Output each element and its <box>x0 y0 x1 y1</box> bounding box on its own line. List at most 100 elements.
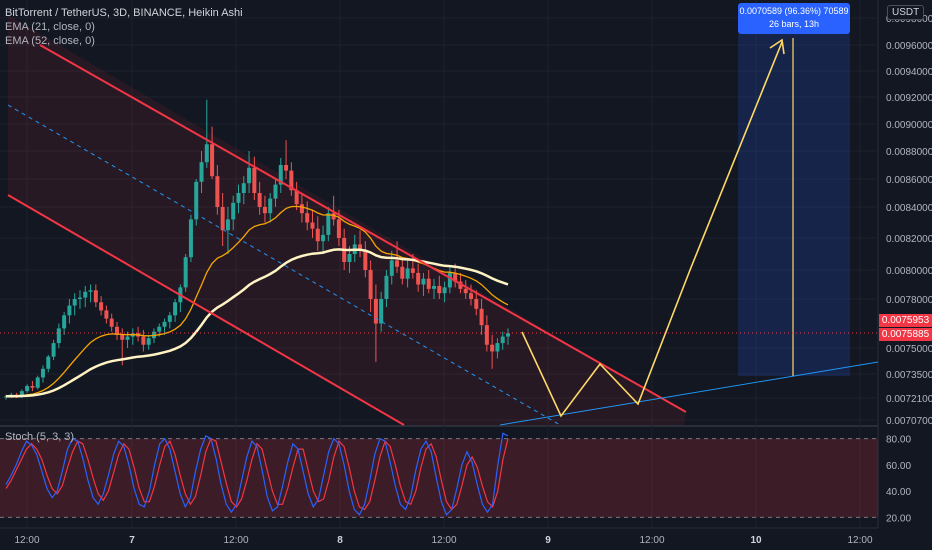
candle-body <box>62 315 67 329</box>
candle-body <box>458 281 463 289</box>
candle-body <box>215 176 220 207</box>
candle-body <box>30 386 35 388</box>
candle-body <box>410 268 415 273</box>
stoch-tick-label: 40.00 <box>886 487 911 498</box>
candle-body <box>368 270 373 299</box>
candle-body <box>469 293 474 299</box>
stoch-tick-label: 20.00 <box>886 513 911 524</box>
candle-body <box>426 278 431 289</box>
candle-body <box>500 336 505 344</box>
stoch-pane <box>0 432 878 518</box>
price-tick-label: 0.0084000 <box>886 203 932 214</box>
candle-body <box>146 338 151 345</box>
candle-body <box>173 302 178 316</box>
candle-body <box>252 167 257 193</box>
candle-body <box>305 213 310 223</box>
candle-body <box>447 272 452 288</box>
time-tick-label: 12:00 <box>847 535 872 546</box>
projection-arrow <box>769 38 785 55</box>
candle-body <box>35 377 40 388</box>
candle-body <box>93 290 98 303</box>
candle-body <box>326 213 331 235</box>
candle-body <box>294 190 299 205</box>
candle-body <box>25 386 30 392</box>
candle-body <box>225 219 230 231</box>
candle-body <box>278 165 283 185</box>
candle-body <box>495 343 500 352</box>
ema52-line <box>5 248 509 398</box>
price-tick-label: 0.0072100 <box>886 394 932 405</box>
candle-body <box>262 207 267 214</box>
candle-body <box>247 167 252 184</box>
candle-body <box>236 193 241 203</box>
stoch-tick-label: 80.00 <box>886 435 911 446</box>
candle-body <box>432 285 437 289</box>
time-tick-label: 12:00 <box>223 535 248 546</box>
candle-body <box>358 244 363 251</box>
candle-body <box>336 219 341 238</box>
candle-body <box>474 299 479 309</box>
candle-body <box>405 268 410 279</box>
stoch-bg <box>0 428 878 528</box>
candle-body <box>109 318 114 327</box>
candle-body <box>204 144 209 163</box>
candle-body <box>56 328 61 344</box>
legend-ema52: EMA (52, close, 0) <box>5 35 95 47</box>
price-tick-label: 0.0080000 <box>886 266 932 277</box>
candle-body <box>289 170 294 191</box>
candle-body <box>315 228 320 242</box>
candle-body <box>389 260 394 276</box>
channel-mid-line <box>7 104 561 426</box>
candle-body <box>77 297 82 299</box>
price-axis: 0.00980000.00960000.00940000.00920000.00… <box>886 14 932 524</box>
price-tick-label: 0.0086000 <box>886 175 932 186</box>
candle-body <box>442 287 447 294</box>
time-tick-label: 10 <box>750 535 762 546</box>
price-tick-label: 0.0090000 <box>886 120 932 131</box>
time-tick-label: 7 <box>129 535 135 546</box>
time-tick-label: 12:00 <box>14 535 39 546</box>
candle-body <box>125 336 130 340</box>
price-tick-label: 0.0075000 <box>886 344 932 355</box>
candle-body <box>379 299 384 324</box>
time-axis: 12:00 7 12:00 8 12:00 9 12:00 10 12:00 <box>0 527 932 550</box>
trend-drawings[interactable] <box>0 38 879 426</box>
candle-body <box>437 285 442 294</box>
candle-body <box>67 305 72 316</box>
candle-body <box>268 198 273 214</box>
candle-body <box>395 260 400 267</box>
candle-body <box>241 183 246 193</box>
candle-body <box>384 275 389 299</box>
candle-body <box>157 326 162 332</box>
candle-body <box>284 165 289 171</box>
candle-body <box>83 291 88 298</box>
candle-body <box>199 162 204 182</box>
candle-body <box>257 193 262 207</box>
candle-body <box>490 344 495 352</box>
stoch-legend: Stoch (5, 3, 3) <box>5 431 75 443</box>
candle-body <box>88 290 93 292</box>
candle-body <box>167 315 172 322</box>
currency-badge[interactable]: USDT <box>887 5 925 20</box>
measure-line2: 26 bars, 13h <box>768 19 820 29</box>
candle-body <box>120 334 125 340</box>
candle-body <box>210 144 215 177</box>
candle-body <box>310 222 315 229</box>
last-price-tag: 0.0075953 <box>879 314 932 327</box>
candle-body <box>72 299 77 306</box>
candle-body <box>220 207 225 231</box>
candle-body <box>363 250 368 270</box>
price-tick-label: 0.0094000 <box>886 67 932 78</box>
stoch-d-line <box>5 437 509 511</box>
stoch-k-line <box>5 432 509 516</box>
legend-ema21: EMA (21, close, 0) <box>5 21 95 33</box>
candle-body <box>4 396 8 398</box>
measure-line1: 0.0070589 (96.36%) 70589 <box>739 6 849 16</box>
measure-box <box>738 34 850 376</box>
candle-body <box>400 266 405 279</box>
candle-body <box>194 181 199 220</box>
candle-body <box>231 202 236 220</box>
channel-upper-line <box>39 44 687 413</box>
